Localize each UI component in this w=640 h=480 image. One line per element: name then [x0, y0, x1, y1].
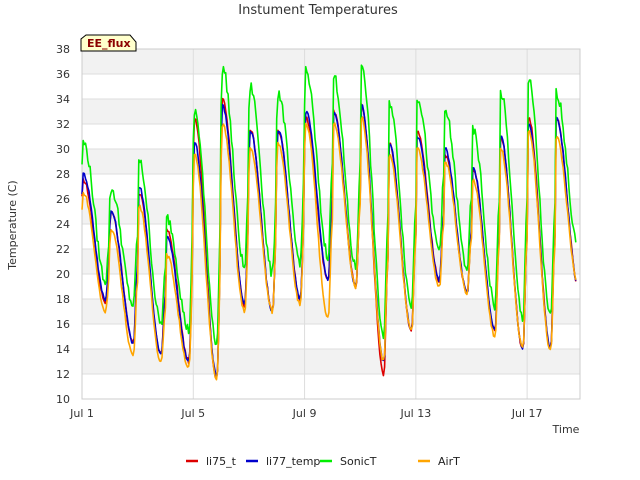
badge-label: EE_flux — [87, 37, 131, 50]
y-axis-label: Temperature (C) — [6, 180, 19, 270]
x-tick-label: Jul 13 — [399, 407, 431, 420]
legend-label: AirT — [438, 455, 460, 468]
y-tick-label: 30 — [56, 143, 70, 156]
y-tick-label: 10 — [56, 393, 70, 406]
plot-band — [82, 149, 580, 174]
plot-border — [81, 48, 581, 400]
y-tick-label: 24 — [56, 218, 70, 231]
y-tick-label: 38 — [56, 43, 70, 56]
x-tick-labels: Jul 1 Jul 5 Jul 9 Jul 13 Jul 17 — [69, 407, 542, 420]
y-tick-label: 14 — [56, 343, 70, 356]
series-line-li77-temp — [81, 103, 577, 379]
ee-flux-badge: EE_flux — [80, 34, 137, 52]
legend: li75_t li77_temp SonicT AirT — [186, 455, 460, 468]
y-tick-label: 34 — [56, 93, 70, 106]
chart-title: Instument Temperatures — [238, 3, 398, 18]
x-tick-label: Jul 9 — [292, 407, 317, 420]
plot-band — [82, 349, 580, 374]
y-tick-label: 18 — [56, 293, 70, 306]
series-line-sonict — [81, 64, 577, 346]
legend-label: li75_t — [206, 455, 237, 468]
x-tick-label: Jul 1 — [69, 407, 94, 420]
y-tick-labels: 10 12 14 16 18 20 22 24 26 28 30 32 34 36 38 — [56, 43, 70, 406]
legend-label: SonicT — [340, 455, 377, 468]
y-tick-label: 22 — [56, 243, 70, 256]
legend-item-airt: AirT — [418, 455, 460, 468]
series-line-airt — [81, 116, 577, 381]
y-tick-label: 12 — [56, 368, 70, 381]
badge-shape — [80, 34, 137, 52]
plot-band — [82, 99, 580, 124]
y-tick-label: 36 — [56, 68, 70, 81]
plot-band — [82, 49, 580, 74]
x-tick-label: Jul 17 — [511, 407, 543, 420]
legend-item-li77-temp: li77_temp — [246, 455, 320, 468]
y-tick-label: 26 — [56, 193, 70, 206]
legend-item-sonict: SonicT — [320, 455, 377, 468]
y-tick-label: 28 — [56, 168, 70, 181]
series-lines — [81, 64, 577, 381]
x-tick-label: Jul 5 — [180, 407, 205, 420]
y-tick-label: 32 — [56, 118, 70, 131]
y-tick-label: 20 — [56, 268, 70, 281]
y-tick-label: 16 — [56, 318, 70, 331]
x-axis-label: Time — [552, 423, 580, 436]
legend-label: li77_temp — [266, 455, 320, 468]
legend-item-li75-t: li75_t — [186, 455, 237, 468]
